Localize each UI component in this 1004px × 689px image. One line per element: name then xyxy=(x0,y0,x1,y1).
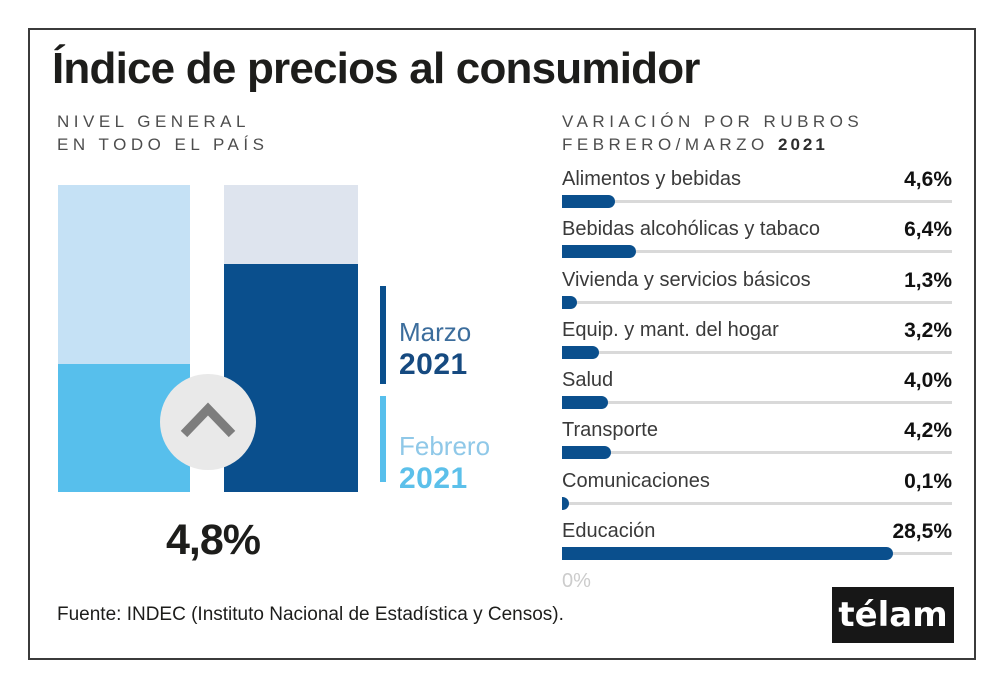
rubro-row-alimentos: Alimentos y bebidas 4,6% xyxy=(562,168,952,218)
axis-zero-label: 0% xyxy=(562,570,591,592)
bar-marzo-solid-segment xyxy=(224,264,358,492)
rubro-value: 4,2% xyxy=(904,419,952,443)
rubro-bar-track xyxy=(562,451,952,455)
rubro-label: Comunicaciones xyxy=(562,469,710,492)
rubro-label: Educación xyxy=(562,520,656,543)
source-credit: Fuente: INDEC (Instituto Nacional de Est… xyxy=(57,604,564,625)
left-subtitle-line2: EN TODO EL PAÍS xyxy=(57,135,269,154)
rubro-row-transporte: Transporte 4,2% xyxy=(562,419,952,469)
rubro-bar-fill xyxy=(562,195,616,208)
rubro-bar-track xyxy=(562,250,952,254)
rubro-bar-fill xyxy=(562,547,894,561)
rubro-value: 0,1% xyxy=(904,469,952,493)
rubro-bar-fill xyxy=(562,345,600,359)
rubro-row-educacion: Educación 28,5% xyxy=(562,520,952,570)
rubro-row-vivienda: Vivienda y servicios básicos 1,3% xyxy=(562,269,952,319)
rubro-bar xyxy=(562,345,952,359)
rubro-bar xyxy=(562,496,952,510)
rubro-bar-track xyxy=(562,501,952,505)
left-subtitle-line1: NIVEL GENERAL xyxy=(57,112,250,131)
telam-logo: télam xyxy=(832,587,954,643)
bar-marzo-pale-segment xyxy=(224,185,358,264)
rubro-label: Salud xyxy=(562,369,614,392)
rubro-value: 4,0% xyxy=(904,369,952,393)
rubro-bar-track xyxy=(562,350,952,354)
rubro-bar xyxy=(562,295,952,309)
rubro-bar-track xyxy=(562,401,952,405)
general-level-value: 4,8% xyxy=(165,516,261,564)
rubro-value: 6,4% xyxy=(904,218,952,242)
increase-badge xyxy=(160,374,256,470)
bar-febrero-pale-segment xyxy=(58,185,190,364)
rubros-list: Alimentos y bebidas 4,6% Bebidas alcohól… xyxy=(562,168,952,570)
rubro-bar xyxy=(562,396,952,410)
rubro-value: 28,5% xyxy=(892,520,952,544)
rubro-row-comunicaciones: Comunicaciones 0,1% xyxy=(562,470,952,520)
rubro-label: Equip. y mant. del hogar xyxy=(562,318,779,341)
rubro-label: Bebidas alcohólicas y tabaco xyxy=(562,218,820,241)
rubro-label: Transporte xyxy=(562,419,658,442)
rubro-bar-fill xyxy=(562,245,637,259)
page-title: Índice de precios al consumidor xyxy=(52,44,700,93)
legend-febrero-year: 2021 xyxy=(399,462,468,495)
rubro-row-equipamiento: Equip. y mant. del hogar 3,2% xyxy=(562,319,952,369)
infographic-frame: Índice de precios al consumidor NIVEL GE… xyxy=(28,28,976,660)
bar-marzo xyxy=(224,185,358,492)
right-subtitle-year: 2021 xyxy=(778,135,828,154)
rubro-bar-fill xyxy=(562,396,609,410)
rubro-bar-track xyxy=(562,200,952,203)
rubro-label: Vivienda y servicios básicos xyxy=(562,268,811,291)
rubro-bar xyxy=(562,245,952,259)
left-subtitle: NIVEL GENERAL EN TODO EL PAÍS xyxy=(57,110,268,156)
rubro-value: 4,6% xyxy=(904,168,952,191)
rubro-row-bebidas-alcoholicas: Bebidas alcohólicas y tabaco 6,4% xyxy=(562,218,952,268)
rubro-bar xyxy=(562,547,952,561)
right-subtitle: VARIACIÓN POR RUBROS FEBRERO/MARZO 2021 xyxy=(562,110,863,156)
rubro-bar-fill xyxy=(562,295,578,309)
legend-tick-febrero xyxy=(380,396,386,482)
legend-tick-marzo xyxy=(380,286,386,384)
legend-marzo-month: Marzo xyxy=(399,317,472,347)
rubro-bar xyxy=(562,195,952,208)
rubro-value: 3,2% xyxy=(904,318,952,342)
chevron-up-icon xyxy=(177,400,239,445)
rubro-bar-fill xyxy=(562,446,611,460)
rubro-row-salud: Salud 4,0% xyxy=(562,369,952,419)
rubro-bar xyxy=(562,446,952,460)
rubro-label: Alimentos y bebidas xyxy=(562,168,741,190)
right-subtitle-line2: FEBRERO/MARZO 2021 xyxy=(562,135,828,154)
rubro-bar-fill xyxy=(562,496,570,510)
right-subtitle-line1: VARIACIÓN POR RUBROS xyxy=(562,112,864,131)
rubro-value: 1,3% xyxy=(904,268,952,292)
rubro-bar-track xyxy=(562,300,952,304)
legend-marzo-year: 2021 xyxy=(399,348,468,381)
legend-febrero-month: Febrero xyxy=(399,431,491,461)
